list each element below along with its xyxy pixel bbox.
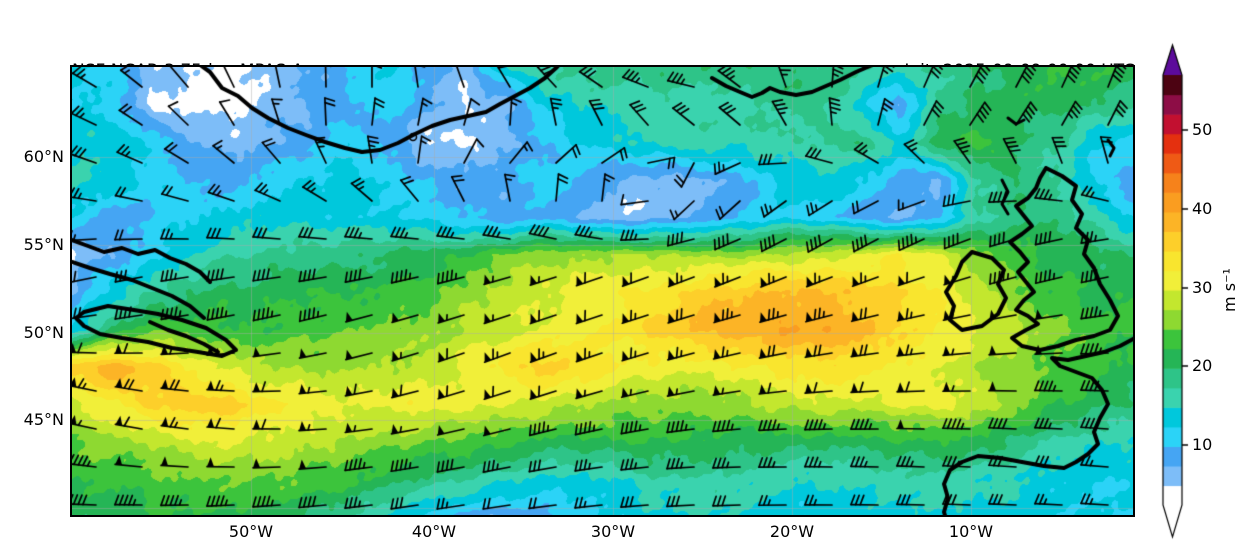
- colorbar-tick-label: 30: [1192, 278, 1213, 297]
- lat-axis-label: 45°N: [23, 410, 64, 429]
- colorbar-tick-label: 20: [1192, 356, 1213, 375]
- colorbar-tick-label: 40: [1192, 199, 1213, 218]
- map-canvas: [72, 67, 1135, 517]
- colorbar: [1150, 40, 1230, 550]
- lat-axis-label: 55°N: [23, 235, 64, 254]
- colorbar-tick-label: 10: [1192, 435, 1213, 454]
- lat-axis-label: 60°N: [23, 147, 64, 166]
- colorbar-tick-label: 50: [1192, 120, 1213, 139]
- lat-axis-label: 50°N: [23, 323, 64, 342]
- lon-axis-label: 20°W: [769, 522, 815, 541]
- lon-axis-label: 50°W: [228, 522, 274, 541]
- lon-axis-label: 10°W: [948, 522, 994, 541]
- lon-axis-label: 30°W: [590, 522, 636, 541]
- colorbar-unit-label: m s⁻¹: [1220, 268, 1239, 312]
- lon-axis-label: 40°W: [411, 522, 457, 541]
